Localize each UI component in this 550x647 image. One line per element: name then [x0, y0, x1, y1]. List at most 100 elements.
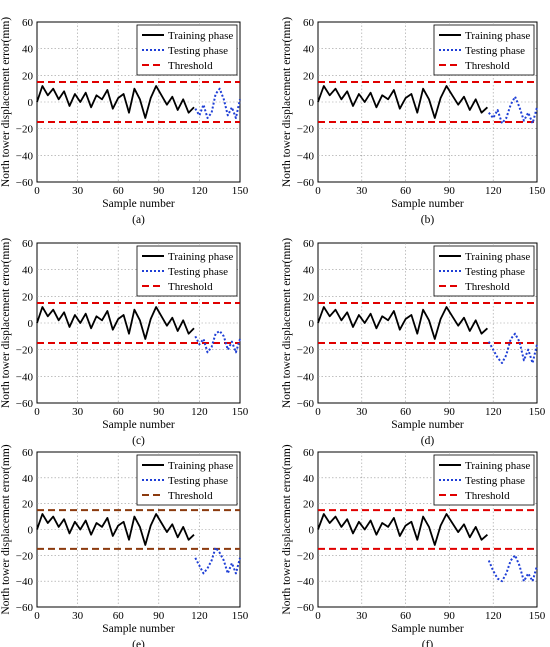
y-tick-label: −60	[297, 398, 315, 410]
legend-label: Training phase	[465, 251, 530, 263]
y-tick-label: −40	[16, 576, 34, 588]
y-axis-label: North tower displacement error(mm)	[0, 238, 12, 408]
y-tick-label: 40	[303, 473, 315, 485]
y-tick-label: 40	[22, 265, 34, 277]
x-tick-label: 30	[356, 406, 368, 418]
y-tick-label: 40	[22, 44, 34, 56]
y-tick-label: −60	[297, 177, 315, 189]
x-tick-label: 30	[356, 185, 368, 197]
panel-label: (a)	[132, 214, 145, 226]
x-tick-label: 90	[153, 406, 165, 418]
x-tick-label: 120	[191, 185, 208, 197]
y-tick-label: 60	[303, 17, 315, 29]
legend-box	[136, 24, 238, 76]
x-tick-label: 90	[444, 406, 456, 418]
legend-label: Testing phase	[168, 45, 228, 57]
y-tick-label: 60	[303, 238, 315, 250]
x-tick-label: 90	[444, 185, 456, 197]
testing-phase-series	[194, 546, 241, 575]
x-tick-label: 120	[191, 406, 208, 418]
y-tick-label: 20	[22, 70, 34, 82]
y-tick-label: −20	[297, 345, 315, 357]
legend-label: Threshold	[168, 60, 213, 72]
x-tick-label: 60	[113, 610, 125, 622]
y-tick-label: 60	[22, 238, 34, 250]
training-phase-series	[36, 85, 195, 119]
x-tick-label: 150	[232, 406, 249, 418]
x-tick-label: 0	[315, 185, 321, 197]
y-tick-label: −60	[16, 398, 34, 410]
legend-label: Threshold	[465, 281, 510, 293]
y-tick-label: −60	[16, 602, 34, 614]
training-phase-series	[317, 306, 489, 340]
x-tick-label: 0	[315, 406, 321, 418]
y-tick-label: −40	[297, 371, 315, 383]
x-axis-label: Sample number	[391, 198, 464, 210]
y-tick-label: 60	[22, 447, 34, 459]
x-tick-label: 150	[232, 610, 249, 622]
legend-label: Threshold	[168, 490, 213, 502]
testing-phase-series	[487, 554, 538, 583]
x-axis-label: Sample number	[391, 419, 464, 431]
legend-box	[433, 454, 535, 506]
legend-label: Threshold	[465, 490, 510, 502]
x-tick-label: 0	[34, 610, 40, 622]
y-axis-label: North tower displacement error(mm)	[0, 444, 12, 614]
x-tick-label: 120	[485, 610, 502, 622]
training-phase-series	[36, 306, 195, 340]
chart-panel-5: 0 30 60 90 120 150 60 40 20 0 −20 −40 −60 Sample numb…	[0, 444, 249, 647]
y-tick-label: −40	[297, 576, 315, 588]
panel-label: (c)	[132, 435, 145, 447]
training-phase-series	[36, 513, 195, 546]
y-tick-label: −40	[16, 371, 34, 383]
chart-panel-2: 0 30 60 90 120 150 60 40 20 0 −20 −40 −60 Sample numb…	[281, 17, 546, 226]
legend-label: Testing phase	[465, 475, 525, 487]
y-tick-label: 0	[309, 525, 315, 537]
y-tick-label: 60	[303, 447, 315, 459]
x-tick-label: 150	[529, 185, 546, 197]
chart-panel-1: 0 30 60 90 120 150 60 40 20 0 −20 −40 −60 Sample numb…	[0, 17, 249, 226]
y-tick-label: 40	[303, 265, 315, 277]
panel-label: (d)	[421, 435, 435, 447]
testing-phase-series	[487, 332, 538, 364]
y-tick-label: 0	[28, 318, 34, 330]
x-tick-label: 150	[232, 185, 249, 197]
legend-label: Training phase	[168, 251, 233, 263]
y-tick-label: 0	[309, 97, 315, 109]
y-tick-label: 20	[303, 499, 315, 511]
training-phase-series	[317, 513, 488, 546]
y-axis-label: North tower displacement error(mm)	[281, 17, 293, 187]
x-axis-label: Sample number	[102, 198, 175, 210]
panel-label: (f)	[422, 639, 434, 647]
y-tick-label: −20	[297, 124, 315, 136]
y-tick-label: 40	[303, 44, 315, 56]
x-tick-label: 120	[485, 406, 502, 418]
y-tick-label: −20	[297, 550, 315, 562]
x-tick-label: 90	[153, 610, 165, 622]
training-phase-series	[317, 85, 489, 119]
chart-panel-6: 0 30 60 90 120 150 60 40 20 0 −20 −40 −60 Sample numb…	[281, 444, 546, 647]
legend-label: Testing phase	[465, 45, 525, 57]
legend-label: Testing phase	[465, 266, 525, 278]
x-tick-label: 60	[400, 406, 412, 418]
x-tick-label: 60	[400, 185, 412, 197]
legend-box	[136, 454, 238, 506]
y-tick-label: 20	[22, 291, 34, 303]
y-tick-label: 20	[303, 70, 315, 82]
testing-phase-series	[194, 87, 241, 119]
legend-label: Testing phase	[168, 266, 228, 278]
x-tick-label: 0	[315, 610, 321, 622]
x-tick-label: 90	[444, 610, 456, 622]
legend-box	[136, 245, 238, 297]
y-axis-label: North tower displacement error(mm)	[0, 17, 12, 187]
x-tick-label: 60	[400, 610, 412, 622]
x-tick-label: 30	[72, 185, 84, 197]
y-tick-label: −60	[16, 177, 34, 189]
y-tick-label: 0	[309, 318, 315, 330]
x-tick-label: 30	[72, 610, 84, 622]
legend-label: Threshold	[168, 281, 213, 293]
x-tick-label: 0	[34, 185, 40, 197]
y-tick-label: 20	[303, 291, 315, 303]
x-axis-label: Sample number	[102, 623, 175, 635]
